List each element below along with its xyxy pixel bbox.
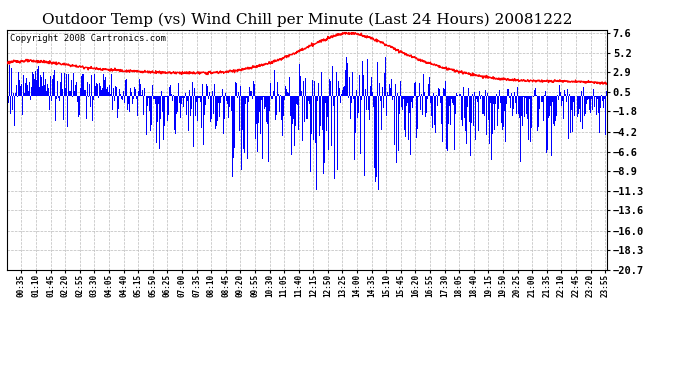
Text: Copyright 2008 Cartronics.com: Copyright 2008 Cartronics.com	[10, 34, 166, 43]
Title: Outdoor Temp (vs) Wind Chill per Minute (Last 24 Hours) 20081222: Outdoor Temp (vs) Wind Chill per Minute …	[42, 13, 572, 27]
